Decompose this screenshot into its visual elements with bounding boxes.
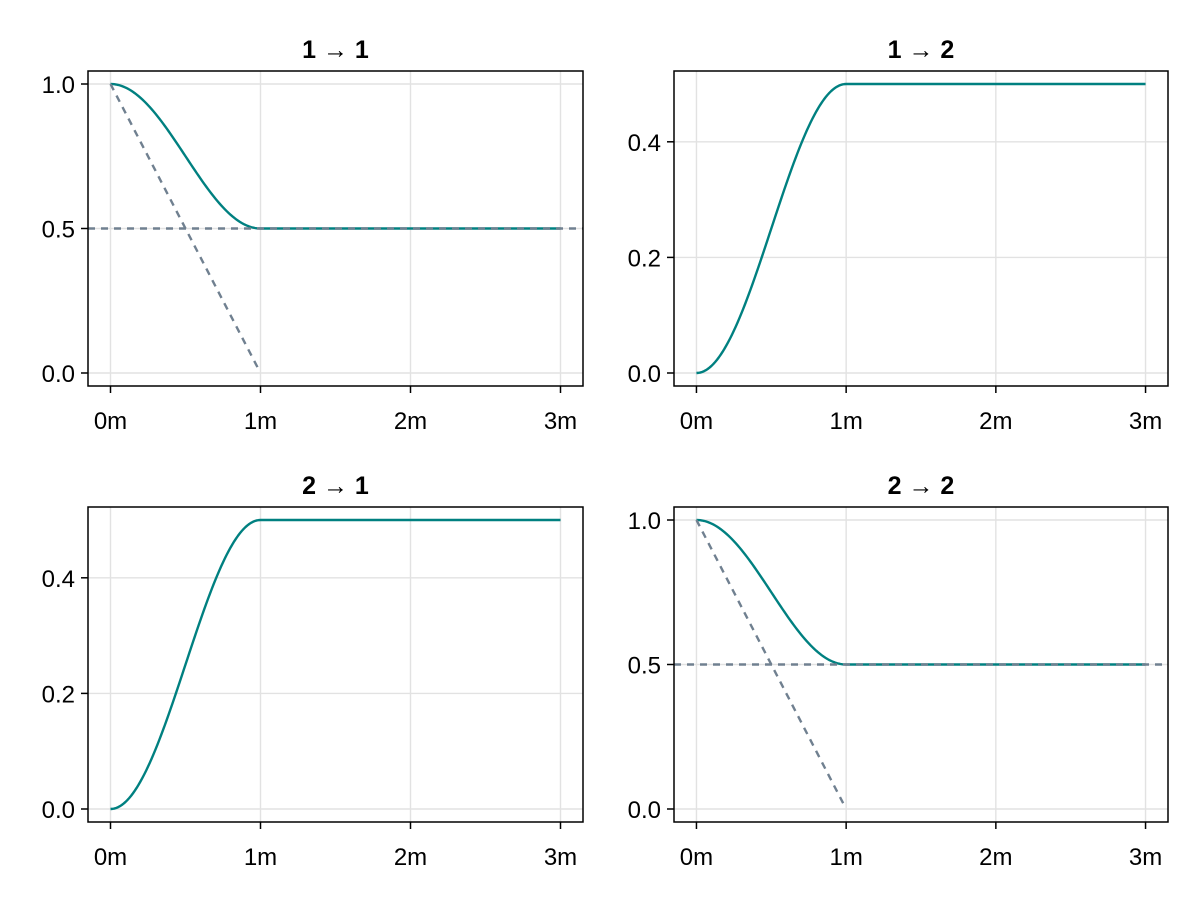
y-tick-label: 1.0 bbox=[628, 508, 661, 535]
y-tick-label: 0.0 bbox=[42, 797, 75, 824]
x-tick-label: 1m bbox=[829, 408, 862, 435]
y-tick-label: 0.5 bbox=[628, 653, 661, 680]
y-tick-label: 0.0 bbox=[628, 797, 661, 824]
panel-title: 1 → 1 bbox=[302, 36, 369, 64]
x-tick-label: 0m bbox=[94, 844, 127, 871]
plot-frame bbox=[87, 506, 584, 823]
reference-line-1 bbox=[695, 519, 845, 804]
y-tick-label: 1.0 bbox=[42, 72, 75, 99]
x-tick-label: 1m bbox=[244, 408, 277, 435]
x-tick-label: 2m bbox=[394, 408, 427, 435]
x-tick-label: 3m bbox=[544, 408, 577, 435]
y-tick-label: 0.0 bbox=[628, 361, 661, 388]
panel-2-1: 2 → 1 0m 1m 2m 3m 0.0 0.2 0.4 bbox=[42, 472, 584, 871]
y-tick-label: 0.4 bbox=[42, 566, 75, 593]
panel-1-1: 1 → 1 0m 1m 2m 3m 0.0 0.5 1.0 bbox=[42, 36, 584, 435]
y-tick-label: 0.0 bbox=[42, 361, 75, 388]
series-line-0 bbox=[110, 518, 561, 811]
y-tick-label: 0.4 bbox=[628, 130, 661, 157]
y-tick-label: 0.2 bbox=[42, 681, 75, 708]
series-line-0 bbox=[110, 82, 561, 230]
panel-title: 2 → 2 bbox=[888, 472, 955, 500]
panel-2-2: 2 → 2 0m 1m 2m 3m 0.0 0.5 1.0 bbox=[628, 472, 1169, 871]
x-tick-label: 1m bbox=[244, 844, 277, 871]
y-tick-label: 0.2 bbox=[628, 245, 661, 272]
y-tick-label: 0.5 bbox=[42, 217, 75, 244]
x-tick-label: 0m bbox=[94, 408, 127, 435]
x-tick-label: 2m bbox=[979, 408, 1012, 435]
x-tick-label: 2m bbox=[394, 844, 427, 871]
reference-line-1 bbox=[109, 83, 259, 368]
series-line-0 bbox=[696, 82, 1146, 375]
x-tick-label: 3m bbox=[1129, 408, 1162, 435]
x-tick-label: 0m bbox=[680, 844, 713, 871]
x-tick-label: 3m bbox=[544, 844, 577, 871]
series-line-0 bbox=[696, 518, 1146, 666]
plot-frame bbox=[673, 70, 1169, 387]
x-tick-label: 0m bbox=[680, 408, 713, 435]
x-tick-label: 2m bbox=[979, 844, 1012, 871]
panel-1-2: 1 → 2 0m 1m 2m 3m 0.0 0.2 0.4 bbox=[628, 36, 1169, 435]
panel-title: 1 → 2 bbox=[888, 36, 955, 64]
x-tick-label: 1m bbox=[829, 844, 862, 871]
x-tick-label: 3m bbox=[1129, 844, 1162, 871]
panel-title: 2 → 1 bbox=[302, 472, 369, 500]
